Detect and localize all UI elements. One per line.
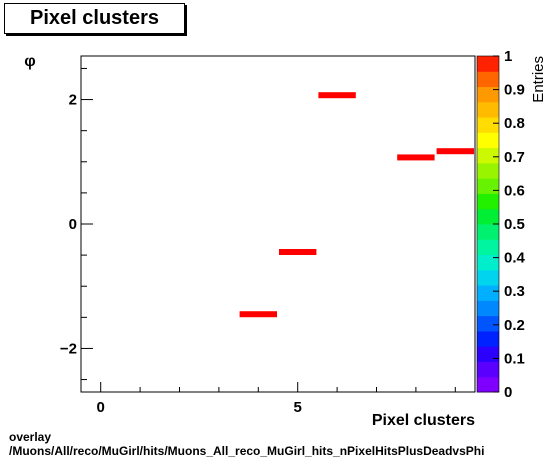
palette-color-band — [477, 147, 499, 164]
x-axis-title: Pixel clusters — [372, 412, 475, 429]
palette-color-band — [477, 285, 499, 301]
histogram-bin — [279, 249, 317, 255]
palette-color-band — [477, 224, 499, 240]
histogram-path-footer: overlay /Muons/All/reco/MuGirl/hits/Muon… — [9, 430, 484, 458]
palette-color-band — [477, 269, 499, 286]
palette-tick-label: 0 — [504, 384, 512, 401]
palette-color-band — [477, 208, 499, 225]
footer-histogram-path: /Muons/All/reco/MuGirl/hits/Muons_All_re… — [9, 444, 485, 458]
y-axis-title: φ — [24, 53, 35, 70]
palette-tick-label: 0.7 — [504, 149, 525, 166]
palette-color-band — [477, 56, 499, 72]
palette-color-band — [477, 178, 499, 194]
y-tick-label: 0 — [69, 216, 77, 233]
palette-color-band — [477, 162, 499, 179]
palette-color-band — [477, 315, 499, 332]
y-tick-label: 2 — [69, 92, 77, 109]
palette-color-band — [477, 300, 499, 317]
palette-axis-title: Entries — [530, 56, 546, 103]
histogram-bin — [239, 311, 277, 318]
x-tick-label: 5 — [294, 399, 302, 416]
palette-tick-label: 0.5 — [504, 216, 525, 233]
palette-color-band — [477, 117, 499, 133]
x-tick-label: 0 — [97, 399, 105, 416]
palette-tick-label: 0.6 — [504, 182, 525, 199]
histogram-bin — [318, 92, 356, 99]
histogram-bin — [436, 148, 474, 155]
palette-tick-label: 0.2 — [504, 317, 525, 334]
histogram-bin — [397, 154, 435, 161]
palette-color-band — [477, 361, 499, 378]
y-tick-label: −2 — [60, 340, 77, 357]
palette-tick-label: 1 — [504, 48, 512, 65]
palette-color-band — [477, 71, 499, 88]
chart-title: Pixel clusters — [30, 7, 159, 29]
palette-color-band — [477, 254, 499, 271]
palette-color-band — [477, 193, 499, 210]
palette-color-band — [477, 376, 499, 393]
palette-color-band — [477, 346, 499, 362]
palette-tick-label: 0.3 — [504, 283, 525, 300]
palette-tick-label: 0.9 — [504, 82, 525, 99]
palette-color-band — [477, 101, 499, 118]
palette-color-band — [477, 239, 499, 256]
palette-color-band — [477, 330, 499, 347]
palette-color-band — [477, 86, 499, 103]
palette-color-band — [477, 132, 499, 149]
plot-frame — [80, 55, 476, 393]
palette-tick-label: 0.8 — [504, 115, 525, 132]
chart-title-box: Pixel clusters — [4, 3, 185, 34]
palette-tick-label: 0.4 — [504, 250, 526, 267]
palette-tick-label: 0.1 — [504, 350, 525, 367]
footer-overlay-label: overlay — [9, 430, 52, 444]
